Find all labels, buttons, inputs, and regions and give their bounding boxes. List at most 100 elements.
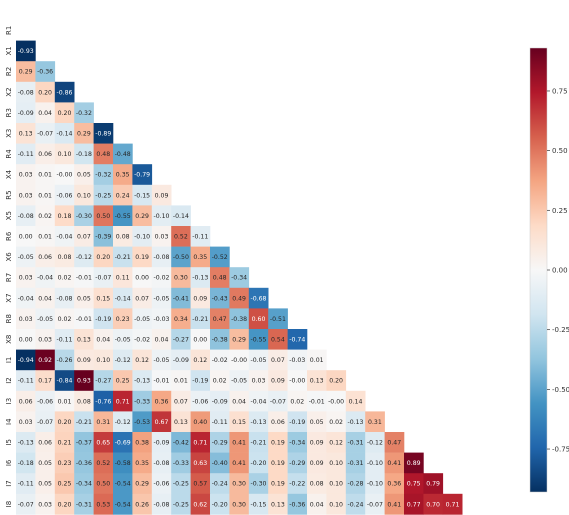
- heatmap-cell: [268, 432, 288, 453]
- heatmap-cell: [93, 287, 114, 309]
- cell-value-label: 0.01: [38, 172, 52, 179]
- heatmap-cell: [16, 329, 36, 350]
- cell-value-label: -0.21: [115, 254, 131, 261]
- heatmap-cell: [268, 349, 288, 371]
- heatmap-cell: [210, 473, 230, 495]
- cell-value-label: -0.54: [115, 501, 131, 508]
- heatmap-cell: [229, 493, 250, 515]
- heatmap-cell: [132, 308, 153, 330]
- cell-value-label: 0.03: [19, 192, 33, 199]
- heatmap-cell: [16, 40, 36, 62]
- heatmap-cell: [423, 493, 444, 515]
- heatmap-cell: [54, 432, 75, 453]
- heatmap-cell: [307, 493, 327, 515]
- cell-value-label: 0.15: [232, 419, 246, 426]
- heatmap-cell: [74, 493, 94, 515]
- y-tick-label: R2: [5, 67, 13, 76]
- cell-value-label: -0.01: [76, 275, 92, 282]
- cell-value-label: 0.02: [290, 398, 304, 405]
- heatmap-cell: [74, 267, 94, 289]
- cell-value-label: 0.29: [135, 481, 149, 488]
- heatmap-cell: [74, 349, 94, 371]
- heatmap-cell: [35, 184, 56, 206]
- cell-value-label: -0.20: [212, 501, 228, 508]
- cell-value-label: 0.13: [310, 378, 324, 385]
- cell-value-label: -0.06: [37, 398, 53, 405]
- y-tick-label: R8: [5, 314, 13, 323]
- cell-value-label: 0.41: [232, 440, 246, 447]
- cell-value-label: 0.30: [174, 275, 188, 282]
- heatmap-cell: [229, 473, 250, 495]
- heatmap-cell: [113, 349, 133, 371]
- cell-value-label: 0.29: [135, 213, 149, 220]
- heatmap-cell: [365, 493, 385, 515]
- cell-value-label: 0.05: [38, 460, 52, 467]
- cell-value-label: 0.10: [329, 460, 343, 467]
- heatmap-cell: [287, 329, 308, 350]
- cell-value-label: 0.08: [58, 254, 72, 261]
- cell-value-label: 0.03: [19, 275, 33, 282]
- heatmap-cell: [132, 164, 153, 186]
- cell-value-label: 0.05: [310, 419, 324, 426]
- heatmap-cell: [74, 205, 94, 227]
- heatmap-cell: [151, 390, 172, 412]
- cell-value-label: 0.01: [174, 378, 188, 385]
- heatmap-cell: [113, 370, 133, 392]
- cell-value-label: 0.08: [310, 481, 324, 488]
- heatmap-cell: [16, 226, 36, 247]
- cell-value-label: -0.89: [95, 131, 111, 138]
- y-tick-label: X7: [5, 293, 13, 302]
- heatmap-cell: [35, 473, 56, 495]
- heatmap-cell: [35, 81, 56, 103]
- heatmap-cell: [16, 164, 36, 186]
- cell-value-label: -0.02: [153, 275, 169, 282]
- y-tick-label: R4: [5, 149, 13, 159]
- cell-value-label: -0.12: [367, 440, 383, 447]
- heatmap-cell: [54, 267, 75, 289]
- cell-value-label: -0.11: [18, 378, 34, 385]
- heatmap-cell: [16, 452, 36, 474]
- heatmap-cell: [268, 493, 288, 515]
- heatmap-cell: [171, 349, 191, 371]
- heatmap-cell: [326, 411, 347, 433]
- heatmap-cell: [229, 390, 250, 412]
- heatmap-cell: [345, 473, 366, 495]
- heatmap-cell: [35, 61, 56, 83]
- heatmap-cell: [248, 432, 269, 453]
- heatmap-cell: [326, 432, 347, 453]
- cell-value-label: -0.48: [115, 151, 131, 158]
- cell-value-label: -0.25: [173, 481, 189, 488]
- heatmap-cell: [171, 493, 191, 515]
- cell-value-label: 0.02: [58, 316, 72, 323]
- cell-value-label: 0.09: [77, 357, 91, 364]
- cell-value-label: 0.01: [310, 357, 324, 364]
- heatmap-cell: [113, 164, 133, 186]
- cell-value-label: -0.12: [76, 254, 92, 261]
- cell-value-label: -0.05: [153, 295, 169, 302]
- heatmap-cell: [307, 349, 327, 371]
- heatmap-cell: [345, 432, 366, 453]
- cell-value-label: -0.42: [173, 440, 189, 447]
- heatmap-cell: [132, 349, 153, 371]
- heatmap-cell: [35, 432, 56, 453]
- cell-value-label: 0.67: [155, 419, 169, 426]
- cell-value-label: 0.01: [38, 192, 52, 199]
- heatmap-cell: [268, 411, 288, 433]
- heatmap-cell: [93, 493, 114, 515]
- heatmap-cell: [93, 123, 114, 144]
- heatmap-cell: [190, 226, 211, 247]
- cell-value-label: 0.09: [271, 378, 285, 385]
- heatmap-cell: [16, 102, 36, 124]
- heatmap-cell: [171, 205, 191, 227]
- cell-value-label: -0.34: [289, 440, 305, 447]
- cell-value-label: 0.19: [135, 254, 149, 261]
- cell-value-label: 0.06: [38, 254, 52, 261]
- heatmap-cell: [16, 81, 36, 103]
- heatmap-cell: [35, 143, 56, 165]
- heatmap-cell: [365, 452, 385, 474]
- cell-value-label: -0.05: [134, 316, 150, 323]
- cell-value-label: -0.00: [56, 172, 72, 179]
- cell-value-label: -0.11: [18, 481, 34, 488]
- cell-value-label: -0.00: [289, 378, 305, 385]
- cell-value-label: 0.05: [77, 295, 91, 302]
